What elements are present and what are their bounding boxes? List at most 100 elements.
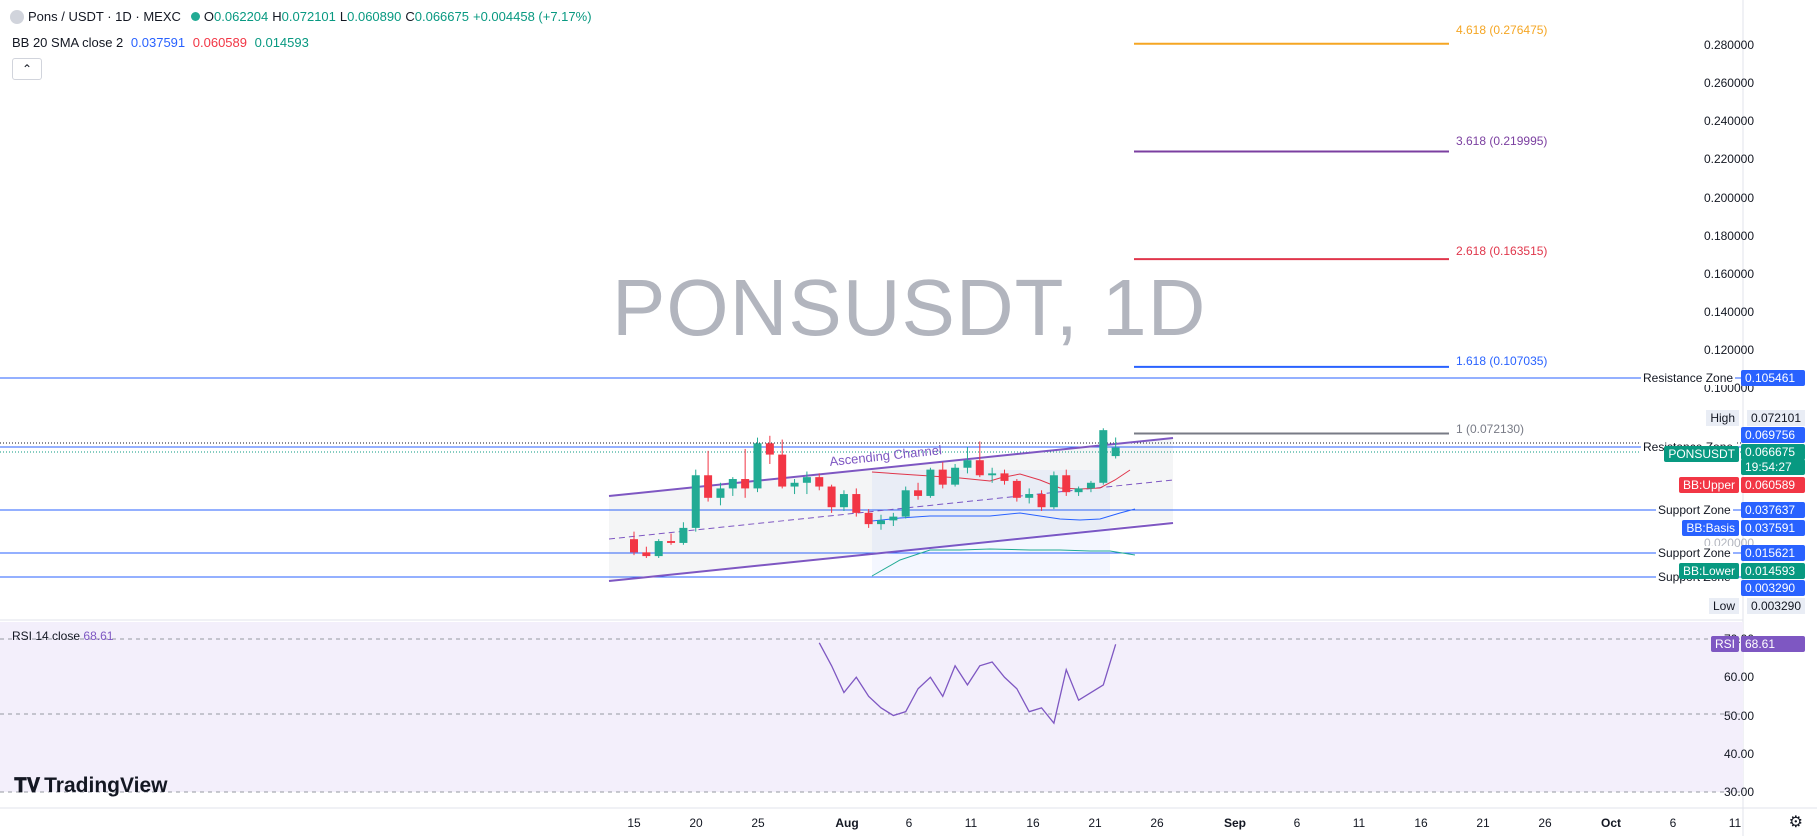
time-axis-label: 25	[751, 816, 765, 830]
market-status-icon	[190, 12, 200, 21]
time-axis-label: 11	[964, 816, 978, 830]
tv-logo-text: TradingView	[44, 774, 168, 797]
symbol-tag: PONSUSDT	[1664, 446, 1739, 462]
rsi-legend[interactable]: RSI 14 close 68.61	[12, 629, 113, 643]
current-price-tag: 0.066675	[1741, 444, 1805, 460]
price-axis-label: 0.180000	[1703, 228, 1754, 243]
rsi-value: 68.61	[83, 629, 114, 643]
candle-body	[790, 482, 799, 487]
support-zone-label-1: Support Zone	[1656, 503, 1733, 517]
bb-upper-tag: 0.060589	[1741, 477, 1805, 493]
bb-basis-line	[871, 508, 1136, 522]
time-axis-label: 11	[1352, 816, 1366, 830]
candle-body	[951, 467, 960, 485]
candle-body	[778, 454, 787, 487]
ohlc-low: 0.060890	[347, 9, 402, 24]
candle-body	[914, 490, 923, 496]
candle-body	[1099, 430, 1108, 483]
ohlc-l-label: L	[339, 9, 348, 24]
candle-body	[1086, 482, 1095, 489]
support-zone-tag-1: 0.037637	[1741, 502, 1805, 518]
time-axis-label: 11	[1728, 816, 1742, 830]
time-axis-label: 6	[1293, 816, 1301, 830]
rsi-axis-label: 50.00	[1723, 708, 1754, 723]
time-axis-label: 26	[1150, 816, 1164, 830]
candle-body	[1025, 494, 1034, 498]
ohlc-change: +0.004458 (+7.17%)	[472, 9, 592, 24]
time-axis-label: 26	[1538, 816, 1552, 830]
high-label: High	[1706, 410, 1739, 426]
price-axis-label: 0.120000	[1703, 343, 1754, 358]
ohlc-c-label: C	[405, 9, 415, 24]
time-axis-label: 16	[1026, 816, 1040, 830]
ohlc-h-label: H	[272, 9, 282, 24]
candle-body	[1049, 475, 1058, 508]
time-axis-label: Sep	[1223, 816, 1247, 830]
price-axis-label: 0.140000	[1703, 305, 1754, 319]
bb-label[interactable]: BB 20 SMA close 2	[12, 35, 124, 50]
bb-lower-tag: 0.014593	[1741, 563, 1805, 579]
ohlc-close: 0.066675	[414, 9, 469, 24]
candle-body	[975, 460, 984, 476]
time-axis-label: Aug	[835, 816, 859, 830]
candle-body	[691, 475, 700, 528]
low-tag: 0.003290	[1746, 598, 1805, 614]
high-tag: 0.072101	[1746, 410, 1805, 426]
candle-body	[1062, 475, 1071, 493]
candle-body	[654, 541, 663, 557]
tv-logo-icon: 𝐓𝐕	[14, 775, 41, 797]
fib-label-2618: 2.618 (0.163515)	[1456, 244, 1548, 258]
candle-body	[679, 527, 688, 543]
candle-body	[716, 488, 725, 498]
price-axis-label: 0.220000	[1703, 152, 1754, 167]
time-axis-label: 20	[689, 816, 703, 830]
candle-body	[1012, 480, 1021, 498]
candle-body	[741, 479, 750, 489]
candle-body	[926, 469, 935, 496]
bb-lower-line	[871, 548, 1136, 577]
candle-body	[852, 494, 861, 513]
candle-body	[802, 477, 811, 483]
rsi-tag: 68.61	[1741, 636, 1805, 652]
candle-body	[642, 552, 651, 557]
candle-body	[667, 541, 676, 543]
bb-lower-label: BB:Lower	[1678, 563, 1739, 579]
bb-basis-label: BB:Basis	[1682, 520, 1739, 536]
fib-label-1618: 1.618 (0.107035)	[1456, 354, 1548, 368]
bb-fill	[872, 470, 1110, 575]
ohlc-high: 0.072101	[281, 9, 336, 24]
ohlc-o-label: O	[203, 9, 215, 24]
bb-legend[interactable]: BB 20 SMA close 2 0.037591 0.060589 0.01…	[12, 35, 313, 50]
time-axis-label: Oct	[1600, 816, 1622, 830]
channel-upper-line	[608, 437, 1174, 497]
symbol-watermark: PONSUSDT, 1D	[612, 263, 1207, 352]
channel-lower-line	[608, 522, 1174, 582]
candle-body	[815, 477, 824, 487]
symbol-title[interactable]: Pons / USDT · 1D · MEXC	[28, 9, 181, 24]
collapse-legend-button[interactable]: ⌃	[12, 58, 42, 80]
candle-body	[1037, 494, 1046, 508]
time-axis-label: 6	[905, 816, 913, 830]
candle-body	[765, 443, 774, 455]
candle-body	[839, 494, 848, 508]
candle-body	[877, 520, 885, 525]
candle-body	[864, 512, 873, 525]
rsi-label[interactable]: RSI 14 close	[12, 629, 81, 643]
resistance-zone-tag-1: 0.105461	[1741, 370, 1805, 386]
bb-basis-value: 0.037591	[130, 35, 186, 50]
fib-label-1: 1 (0.072130)	[1456, 422, 1525, 436]
candle-body	[753, 443, 762, 489]
candle-body	[1074, 488, 1083, 493]
time-axis-label: 21	[1476, 816, 1490, 830]
candle-body	[963, 460, 972, 468]
time-axis-label: 15	[627, 816, 641, 830]
symbol-legend[interactable]: Pons / USDT · 1D · MEXC O 0.062204 H 0.072…	[10, 9, 596, 24]
candle-body	[704, 475, 713, 498]
resistance-zone-tag-2: 0.069756	[1741, 427, 1805, 443]
candle-body	[827, 486, 836, 508]
gear-icon[interactable]: ⚙	[1788, 814, 1803, 831]
candle-body	[938, 469, 947, 485]
candle-body	[901, 490, 910, 517]
